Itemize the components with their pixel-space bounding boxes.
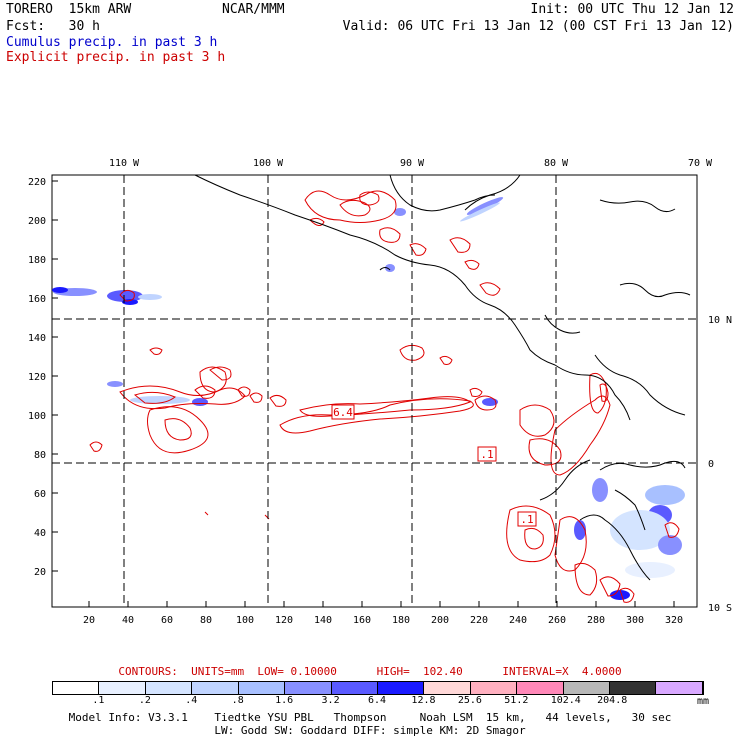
y-tick-label: 60 bbox=[34, 489, 46, 500]
y-tick-label: 220 bbox=[28, 177, 46, 188]
lon-label: 70 W bbox=[688, 158, 713, 169]
y-tick-label: 120 bbox=[28, 372, 46, 383]
legend-label: 102.4 bbox=[550, 695, 581, 706]
contours-info: CONTOURS: UNITS=mm LOW= 0.10000 HIGH= 10… bbox=[118, 665, 622, 678]
lat-labels: 10 N 0 10 S bbox=[708, 315, 732, 614]
x-tick-label: 40 bbox=[122, 615, 134, 626]
legend-label: 25.6 bbox=[457, 695, 482, 706]
legend-swatch bbox=[610, 682, 657, 694]
cumulus-precip-title: Cumulus precip. in past 3 h bbox=[6, 35, 218, 50]
x-tick-label: 220 bbox=[470, 615, 488, 626]
legend-label: 12.8 bbox=[411, 695, 436, 706]
model-info: Model Info: V3.3.1 Tiedtke YSU PBL Thomp… bbox=[68, 711, 672, 724]
legend-swatch bbox=[331, 682, 378, 694]
y-tick-label: 100 bbox=[28, 411, 46, 422]
legend-label: 3.2 bbox=[321, 695, 340, 706]
valid-time: Valid: 06 UTC Fri 13 Jan 12 (00 CST Fri … bbox=[342, 19, 734, 34]
y-tick-label: 40 bbox=[34, 528, 46, 539]
legend-swatch bbox=[285, 682, 332, 694]
model-name: TORERO 15km ARW bbox=[6, 2, 132, 17]
x-tick-label: 80 bbox=[200, 615, 212, 626]
x-tick-label: 260 bbox=[548, 615, 566, 626]
color-legend-labels: .1 .2 .4 .8 1.6 3.2 6.4 12.8 25.6 51.2 102.4 204.8 bbox=[52, 695, 702, 707]
init-time: Init: 00 UTC Thu 12 Jan 12 bbox=[530, 2, 735, 17]
y-tick-label: 200 bbox=[28, 216, 46, 227]
legend-label: 6.4 bbox=[367, 695, 387, 706]
lat-label: 0 bbox=[708, 459, 714, 470]
legend-swatch bbox=[377, 682, 425, 694]
legend-label: 1.6 bbox=[275, 695, 294, 706]
x-axis-ticks: 20 40 60 80 100 120 140 160 180 200 220 240 260 280 30… bbox=[83, 601, 683, 626]
legend-swatch bbox=[656, 682, 703, 694]
contour-label: .1 bbox=[480, 448, 493, 461]
legend-label: .2 bbox=[138, 695, 151, 706]
legend-swatch bbox=[424, 682, 471, 694]
explicit-precip-contours bbox=[89, 190, 680, 603]
y-tick-label: 180 bbox=[28, 255, 46, 266]
model-physics: LW: Godd SW: Goddard DIFF: simple KM: 2D… bbox=[214, 724, 526, 737]
y-axis-ticks: 220 200 180 160 140 120 100 80 60 40 20 bbox=[28, 177, 58, 578]
lon-label: 110 W bbox=[109, 158, 140, 169]
x-tick-label: 280 bbox=[587, 615, 605, 626]
y-tick-label: 140 bbox=[28, 333, 46, 344]
legend-label: .8 bbox=[231, 695, 244, 706]
x-tick-label: 100 bbox=[236, 615, 254, 626]
legend-swatch bbox=[99, 682, 146, 694]
legend-unit: mm bbox=[697, 696, 710, 707]
cumulus-precip-shading bbox=[52, 197, 685, 600]
legend-swatch bbox=[563, 682, 611, 694]
x-tick-label: 120 bbox=[275, 615, 293, 626]
lat-label: 10 S bbox=[708, 603, 732, 614]
contour-labels: 6.4 .1 .1 bbox=[331, 404, 537, 527]
coastlines bbox=[194, 174, 691, 581]
x-tick-label: 240 bbox=[509, 615, 527, 626]
forecast-hour: Fcst: 30 h bbox=[6, 19, 100, 34]
color-legend bbox=[52, 681, 704, 695]
y-tick-label: 160 bbox=[28, 294, 46, 305]
legend-swatch bbox=[192, 682, 239, 694]
lat-label: 10 N bbox=[708, 315, 732, 326]
lon-labels: 110 W 100 W 90 W 80 W 70 W bbox=[109, 158, 713, 169]
lon-label: 80 W bbox=[544, 158, 569, 169]
legend-swatch bbox=[517, 682, 564, 694]
lon-label: 90 W bbox=[400, 158, 425, 169]
legend-swatch bbox=[145, 682, 193, 694]
y-tick-label: 80 bbox=[34, 450, 46, 461]
x-tick-label: 300 bbox=[626, 615, 644, 626]
x-tick-label: 320 bbox=[665, 615, 683, 626]
legend-label: .4 bbox=[185, 695, 198, 706]
organization: NCAR/MMM bbox=[222, 2, 285, 17]
graticule bbox=[52, 175, 697, 607]
explicit-precip-title: Explicit precip. in past 3 h bbox=[6, 50, 226, 65]
legend-swatch bbox=[470, 682, 518, 694]
legend-swatch bbox=[53, 682, 100, 694]
y-tick-label: 20 bbox=[34, 567, 46, 578]
x-tick-label: 20 bbox=[83, 615, 95, 626]
legend-label: .1 bbox=[92, 695, 105, 706]
contour-label: .1 bbox=[520, 513, 533, 526]
x-tick-label: 160 bbox=[353, 615, 371, 626]
legend-label: 51.2 bbox=[504, 695, 529, 706]
map-frame bbox=[51, 174, 698, 608]
lon-label: 100 W bbox=[253, 158, 284, 169]
contour-label: 6.4 bbox=[333, 406, 353, 419]
x-tick-label: 200 bbox=[431, 615, 449, 626]
x-tick-label: 180 bbox=[392, 615, 410, 626]
x-tick-label: 140 bbox=[314, 615, 332, 626]
x-tick-label: 60 bbox=[161, 615, 173, 626]
legend-swatch bbox=[238, 682, 286, 694]
legend-label: 204.8 bbox=[597, 695, 628, 706]
